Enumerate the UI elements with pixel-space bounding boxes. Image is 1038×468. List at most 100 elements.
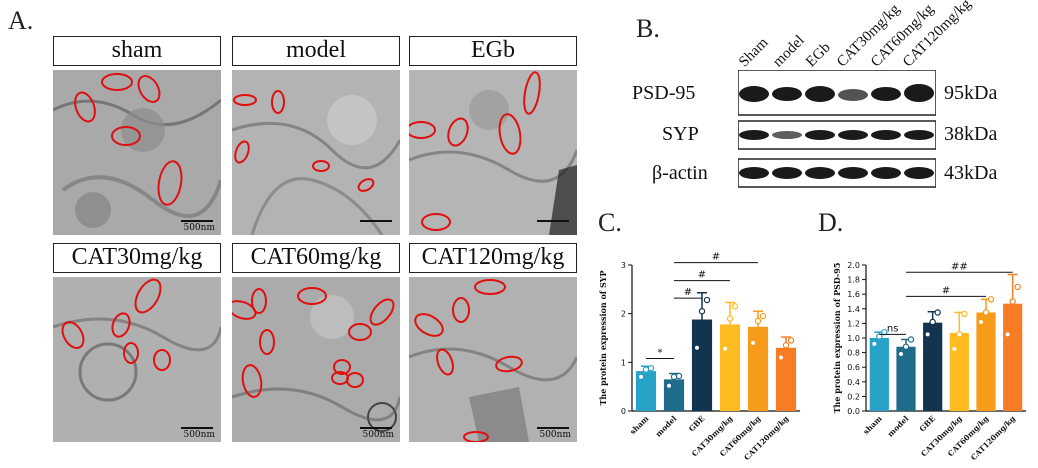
micrograph-texture bbox=[232, 277, 400, 442]
y-tick-label: 0.6 bbox=[847, 363, 860, 372]
data-point bbox=[982, 309, 990, 316]
bar bbox=[719, 324, 741, 411]
y-tick-label: 0.2 bbox=[847, 392, 860, 401]
data-point bbox=[749, 339, 757, 347]
significance-label: # bbox=[698, 270, 706, 281]
micrograph-texture bbox=[232, 70, 400, 235]
wb-kda-label: 43kDa bbox=[944, 162, 998, 184]
micrograph-label-cat60: CAT60mg/kg bbox=[232, 243, 400, 273]
micrograph-image-egb bbox=[409, 70, 577, 235]
wb-protein-name: PSD-95 bbox=[632, 82, 696, 104]
significance-label: * bbox=[658, 347, 663, 358]
data-point bbox=[693, 344, 701, 351]
scale-bar-label: 500nm bbox=[539, 430, 571, 440]
panel-letter-b: B. bbox=[636, 14, 660, 43]
data-point bbox=[665, 382, 673, 389]
y-tick-label: 0 bbox=[621, 407, 626, 416]
significance-label: # bbox=[684, 287, 692, 298]
data-point bbox=[647, 364, 655, 372]
data-point bbox=[934, 309, 941, 316]
data-point bbox=[897, 350, 905, 358]
wb-protein-name: β-actin bbox=[652, 162, 708, 184]
data-point bbox=[961, 310, 968, 318]
data-point bbox=[731, 303, 739, 310]
wb-lane-label: Sham bbox=[735, 34, 772, 71]
data-point bbox=[782, 342, 790, 349]
wb-protein-name: SYP bbox=[662, 123, 699, 145]
data-point bbox=[951, 345, 958, 353]
panel-letter-d: D. bbox=[818, 208, 844, 237]
y-tick-label: 0.8 bbox=[847, 349, 860, 358]
significance-label: ## bbox=[951, 261, 968, 272]
wb-kda-label: 95kDa bbox=[944, 82, 998, 104]
significance-label: # bbox=[712, 252, 720, 263]
x-tick-label: GBE bbox=[918, 414, 938, 434]
bar bbox=[691, 319, 713, 411]
panel-letter-c: C. bbox=[598, 208, 622, 237]
scale-bar-label: 500nm bbox=[183, 430, 215, 440]
data-point bbox=[675, 372, 683, 380]
data-point bbox=[871, 340, 878, 348]
x-tick-label: model bbox=[886, 414, 911, 439]
data-point bbox=[759, 312, 767, 320]
x-tick-label: sham bbox=[861, 414, 883, 436]
bar bbox=[869, 338, 889, 411]
micrograph-label-egb: EGb bbox=[409, 36, 577, 66]
y-tick-label: 0.0 bbox=[847, 407, 860, 416]
bar bbox=[949, 332, 969, 411]
y-tick-label: 3 bbox=[621, 261, 626, 270]
wb-lane-label: model bbox=[769, 32, 808, 71]
y-tick-label: 1.8 bbox=[847, 276, 860, 285]
y-tick-label: 2 bbox=[621, 310, 626, 319]
bar bbox=[775, 347, 797, 411]
data-point bbox=[726, 315, 734, 322]
western-blot-bands bbox=[738, 70, 936, 188]
data-point bbox=[987, 296, 995, 303]
bar-chart-syp: 0 1 2 3 The protein expression of SYP sham mod… bbox=[598, 252, 800, 462]
bar bbox=[747, 326, 769, 411]
scale-bar-label: 500nm bbox=[362, 430, 394, 440]
y-tick-label: 1.2 bbox=[847, 319, 860, 328]
data-point bbox=[1009, 298, 1016, 305]
micrograph-image-cat120: 500nm bbox=[409, 277, 577, 442]
data-point bbox=[1004, 331, 1011, 338]
micrograph-texture bbox=[409, 277, 577, 442]
micrograph-image-model bbox=[232, 70, 400, 235]
data-point bbox=[977, 318, 985, 326]
significance-label: ns bbox=[887, 323, 899, 334]
bar bbox=[896, 346, 916, 411]
x-tick-label: GBE bbox=[687, 414, 707, 434]
data-point bbox=[698, 308, 706, 315]
micrograph-texture bbox=[53, 70, 221, 235]
scale-bar-label: 500nm bbox=[183, 223, 215, 233]
y-tick-label: 1.6 bbox=[847, 290, 860, 299]
data-point bbox=[721, 345, 729, 352]
micrograph-label-model: model bbox=[232, 36, 400, 66]
micrograph-image-cat30: 500nm bbox=[53, 277, 221, 442]
y-tick-label: 1.4 bbox=[847, 305, 860, 314]
micrograph-texture bbox=[409, 70, 577, 235]
x-tick-label: model bbox=[654, 414, 679, 439]
bar bbox=[1003, 303, 1023, 411]
data-point bbox=[642, 366, 650, 373]
significance-label: # bbox=[942, 285, 950, 296]
y-axis-label: The protein expression of SYP bbox=[598, 270, 608, 405]
bar bbox=[923, 322, 943, 411]
y-tick-label: 1 bbox=[621, 358, 626, 367]
y-tick-label: 2.0 bbox=[847, 261, 860, 270]
data-point bbox=[670, 373, 678, 381]
bar bbox=[635, 371, 657, 411]
data-point bbox=[1014, 283, 1021, 291]
wb-kda-label: 38kDa bbox=[944, 123, 998, 145]
bar-chart-psd95: 0.0 0.2 0.4 0.6 0.8 1.0 1.2 1.4 1.6 1.8 2.0 The pro… bbox=[832, 261, 1026, 462]
micrograph-label-cat120: CAT120mg/kg bbox=[409, 243, 577, 273]
micrograph-image-sham: 500nm bbox=[53, 70, 221, 235]
data-point bbox=[902, 343, 910, 350]
data-point bbox=[924, 331, 931, 338]
y-axis-label: The protein expression of PSD-95 bbox=[832, 263, 842, 414]
data-point bbox=[956, 331, 963, 338]
bar bbox=[976, 312, 996, 411]
data-point bbox=[876, 333, 883, 340]
y-tick-label: 0.4 bbox=[847, 378, 860, 387]
